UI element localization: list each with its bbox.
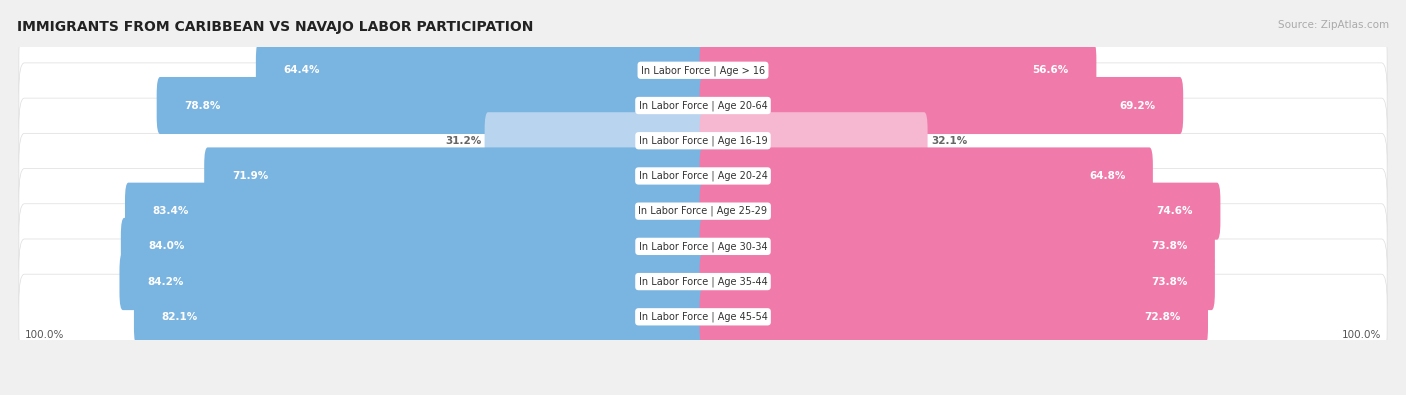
FancyBboxPatch shape (256, 42, 706, 99)
FancyBboxPatch shape (134, 288, 706, 345)
Text: 69.2%: 69.2% (1119, 100, 1156, 111)
Text: In Labor Force | Age 25-29: In Labor Force | Age 25-29 (638, 206, 768, 216)
Text: 73.8%: 73.8% (1152, 241, 1187, 251)
FancyBboxPatch shape (700, 182, 1220, 240)
Text: In Labor Force | Age 16-19: In Labor Force | Age 16-19 (638, 135, 768, 146)
FancyBboxPatch shape (18, 28, 1388, 113)
FancyBboxPatch shape (700, 77, 1184, 134)
Text: Source: ZipAtlas.com: Source: ZipAtlas.com (1278, 20, 1389, 30)
FancyBboxPatch shape (156, 77, 706, 134)
Text: 74.6%: 74.6% (1156, 206, 1192, 216)
FancyBboxPatch shape (120, 253, 706, 310)
Text: In Labor Force | Age 35-44: In Labor Force | Age 35-44 (638, 276, 768, 287)
Text: 64.4%: 64.4% (284, 65, 321, 75)
Text: 31.2%: 31.2% (444, 136, 481, 146)
Text: 84.0%: 84.0% (149, 241, 184, 251)
FancyBboxPatch shape (18, 98, 1388, 183)
FancyBboxPatch shape (125, 182, 706, 240)
Text: In Labor Force | Age 20-24: In Labor Force | Age 20-24 (638, 171, 768, 181)
FancyBboxPatch shape (121, 218, 706, 275)
Text: 83.4%: 83.4% (152, 206, 188, 216)
Text: In Labor Force | Age 45-54: In Labor Force | Age 45-54 (638, 312, 768, 322)
FancyBboxPatch shape (204, 147, 706, 205)
Text: 64.8%: 64.8% (1088, 171, 1125, 181)
FancyBboxPatch shape (700, 112, 928, 169)
Text: 56.6%: 56.6% (1032, 65, 1069, 75)
FancyBboxPatch shape (18, 63, 1388, 148)
FancyBboxPatch shape (18, 274, 1388, 359)
Text: 78.8%: 78.8% (184, 100, 221, 111)
Text: IMMIGRANTS FROM CARIBBEAN VS NAVAJO LABOR PARTICIPATION: IMMIGRANTS FROM CARIBBEAN VS NAVAJO LABO… (17, 20, 533, 34)
Text: 100.0%: 100.0% (24, 330, 63, 340)
FancyBboxPatch shape (18, 239, 1388, 324)
Text: 100.0%: 100.0% (1343, 330, 1382, 340)
Text: In Labor Force | Age > 16: In Labor Force | Age > 16 (641, 65, 765, 75)
Text: 72.8%: 72.8% (1144, 312, 1181, 322)
FancyBboxPatch shape (700, 288, 1208, 345)
Text: In Labor Force | Age 20-64: In Labor Force | Age 20-64 (638, 100, 768, 111)
Text: 32.1%: 32.1% (931, 136, 967, 146)
FancyBboxPatch shape (700, 147, 1153, 205)
Text: 73.8%: 73.8% (1152, 276, 1187, 287)
FancyBboxPatch shape (18, 169, 1388, 254)
FancyBboxPatch shape (700, 253, 1215, 310)
FancyBboxPatch shape (18, 134, 1388, 218)
FancyBboxPatch shape (700, 218, 1215, 275)
Text: 84.2%: 84.2% (148, 276, 183, 287)
Text: 82.1%: 82.1% (162, 312, 198, 322)
FancyBboxPatch shape (700, 42, 1097, 99)
FancyBboxPatch shape (485, 112, 706, 169)
FancyBboxPatch shape (18, 204, 1388, 289)
Text: In Labor Force | Age 30-34: In Labor Force | Age 30-34 (638, 241, 768, 252)
Text: 71.9%: 71.9% (232, 171, 269, 181)
